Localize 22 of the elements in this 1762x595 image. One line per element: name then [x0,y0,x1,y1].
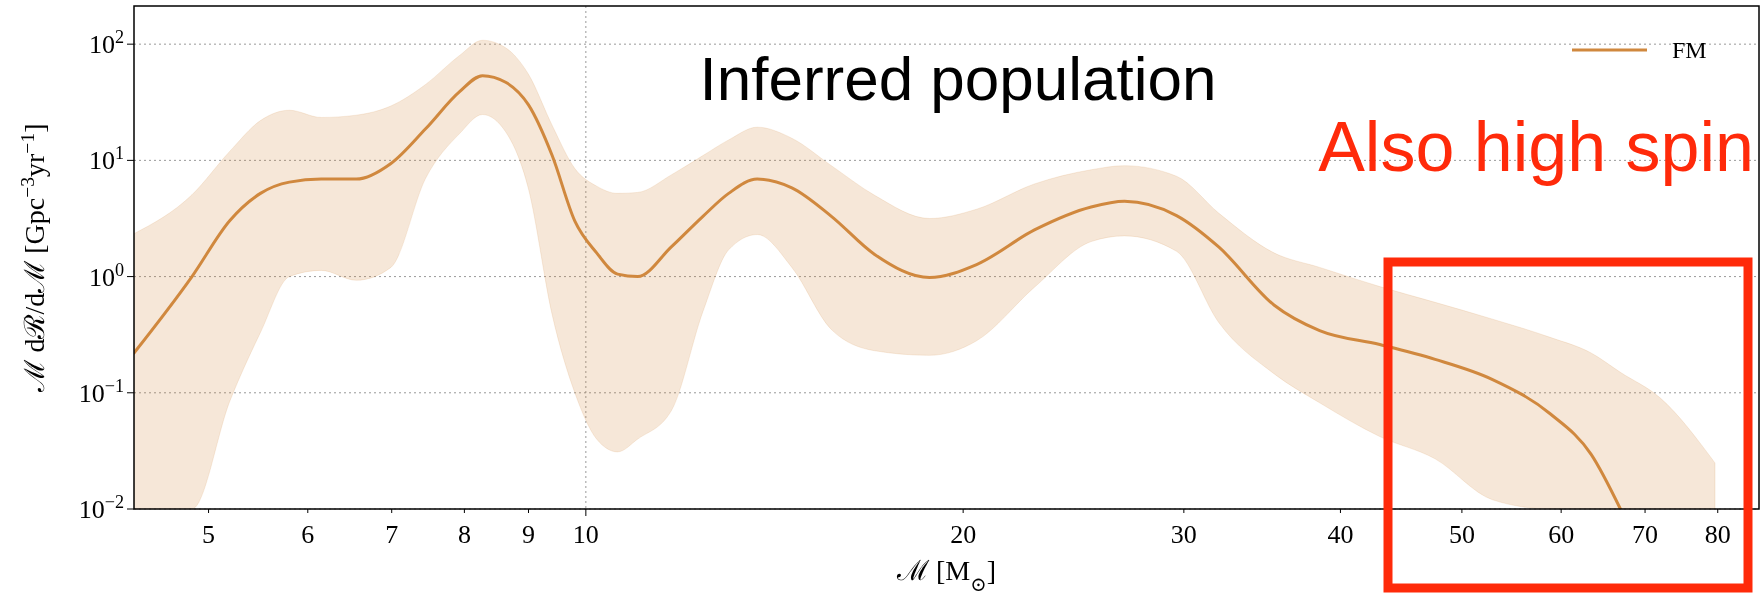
x-tick-label: 70 [1632,520,1659,549]
annotation: Also high spin [1318,108,1754,186]
x-tick-label: 80 [1704,520,1731,549]
x-tick-label: 40 [1327,520,1354,549]
y-tick-label: 10$^{−1}$ [78,375,124,408]
x-tick-label: 6 [301,520,315,549]
x-tick-label: 5 [202,520,216,549]
x-tick-label: 10 [572,520,599,549]
annotation: Inferred population [699,44,1217,113]
y-tick-label: 10$^{0}$ [88,259,124,292]
y-tick-label: 10$^{−2}$ [78,492,124,524]
legend-label: FM [1672,37,1707,63]
x-tick-label: 60 [1548,520,1575,549]
x-tick-label: 50 [1448,520,1475,549]
y-tick-label: 10$^{1}$ [88,143,124,176]
x-tick-label: 7 [385,520,399,549]
x-axis-title: ℳ [M$_{⊙}$] [896,555,996,595]
y-tick-label: 10$^{2}$ [88,27,124,60]
x-tick-label: 20 [950,520,977,549]
x-tick-label: 8 [457,520,471,549]
x-tick-label: 30 [1170,520,1197,549]
x-tick-label: 9 [522,520,535,549]
